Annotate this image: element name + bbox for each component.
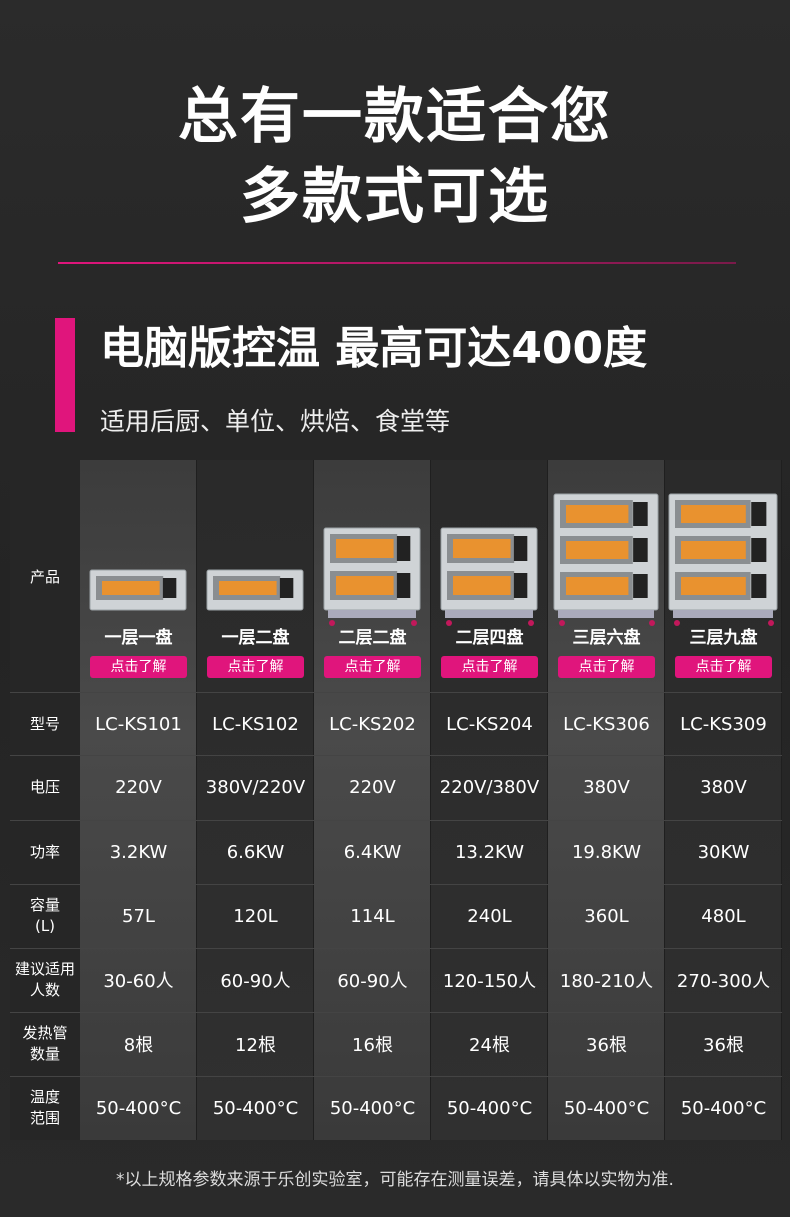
spec-value: LC-KS202 (329, 713, 416, 735)
spec-value: 8根 (123, 1035, 154, 1056)
row-label-line: 功率 (29, 842, 60, 861)
oven-image (206, 569, 303, 611)
row-label: 发热管 数量 (10, 1012, 80, 1076)
title-line: 总有一款适合您 (178, 82, 612, 152)
oven-image (89, 569, 186, 611)
oven-image (553, 493, 658, 626)
spec-value: 24根 (469, 1035, 510, 1056)
spec-value: 36根 (586, 1035, 627, 1056)
row-label: 容量 (L) (10, 884, 80, 948)
spec-value: 13.2KW (454, 841, 525, 863)
spec-value: 50-400°C (95, 1097, 182, 1119)
spec-value: LC-KS101 (95, 713, 182, 735)
row-label: 产品 (29, 567, 60, 586)
spec-value: 36根 (703, 1035, 744, 1056)
spec-value: 50-400°C (680, 1097, 767, 1119)
spec-value: 270-300人 (676, 971, 771, 992)
spec-value: LC-KS204 (446, 713, 533, 735)
row-line (10, 692, 782, 693)
spec-value: 360L (584, 905, 629, 927)
spec-value: 220V (349, 776, 396, 798)
row-label: 温度 范围 (10, 1076, 80, 1140)
row-label: 功率 (10, 820, 80, 884)
row-label-line: 温度 (29, 1088, 60, 1106)
button[interactable]: 点击了解 (675, 656, 772, 678)
product-name: 一层二盘 (221, 628, 290, 648)
row-label-line: 电压 (29, 777, 60, 796)
spec-value: 60-90人 (220, 971, 291, 992)
spec-value: LC-KS309 (680, 713, 767, 735)
spec-value: 30KW (697, 841, 750, 863)
spec-value: 120-150人 (442, 971, 537, 992)
spec-value: 380V (700, 776, 747, 798)
spec-value: LC-KS306 (563, 713, 650, 735)
spec-table: 产品一层一盘点击了解 一层二盘点击了解 二层二盘点击了解 二层四盘点击了解 三层六盘点击… (10, 460, 782, 1140)
subheading: 适用后厨、单位、烘焙、食堂等 (100, 407, 451, 436)
spec-value: 220V (115, 776, 162, 798)
spec-value: 50-400°C (446, 1097, 533, 1119)
spec-value: 16根 (352, 1035, 393, 1056)
row-label-line: 数量 (29, 1045, 60, 1063)
row-label-line: 发热管 (22, 1024, 68, 1042)
button[interactable]: 点击了解 (90, 656, 187, 678)
button[interactable]: 点击了解 (558, 656, 655, 678)
spec-value: 50-400°C (212, 1097, 299, 1119)
oven-image (323, 527, 420, 626)
footnote: *以上规格参数来源于乐创实验室，可能存在测量误差，请具体以实物为准. (116, 1170, 674, 1190)
spec-value: 380V/220V (205, 776, 306, 798)
row-line (10, 948, 782, 949)
oven-image (440, 527, 537, 626)
spec-value: 50-400°C (563, 1097, 650, 1119)
divider (58, 262, 736, 264)
spec-value: 57L (122, 905, 155, 927)
row-label-line: 容量 (29, 896, 60, 914)
row-label-line: 型号 (29, 714, 60, 733)
button[interactable]: 点击了解 (324, 656, 421, 678)
spec-value: 50-400°C (329, 1097, 416, 1119)
spec-value: LC-KS102 (212, 713, 299, 735)
spec-value: 3.2KW (109, 841, 168, 863)
button[interactable]: 点击了解 (441, 656, 538, 678)
product-name: 三层六盘 (572, 628, 641, 648)
spec-value: 120L (233, 905, 278, 927)
oven-image (668, 493, 777, 626)
row-label-line: 人数 (29, 981, 60, 999)
label-column (10, 460, 80, 1140)
spec-value: 220V/380V (439, 776, 540, 798)
button[interactable]: 点击了解 (207, 656, 304, 678)
row-label: 电压 (10, 755, 80, 819)
spec-value: 240L (467, 905, 512, 927)
spec-value: 12根 (235, 1035, 276, 1056)
heading: 电脑版控温 最高可达400度 (100, 323, 648, 374)
spec-value: 180-210人 (559, 971, 654, 992)
row-line (10, 755, 782, 756)
spec-value: 6.4KW (343, 841, 402, 863)
title-line: 多款式可选 (240, 162, 550, 232)
spec-value: 380V (583, 776, 630, 798)
product-name: 三层九盘 (689, 628, 758, 648)
row-label-line: 范围 (29, 1109, 60, 1127)
row-line (10, 820, 782, 821)
spec-value: 114L (350, 905, 395, 927)
product-name: 二层四盘 (455, 628, 524, 648)
spec-value: 19.8KW (571, 841, 642, 863)
row-line (10, 884, 782, 885)
product-name: 二层二盘 (338, 628, 407, 648)
row-label-line: (L) (34, 917, 56, 935)
spec-value: 480L (701, 905, 746, 927)
product-name: 一层一盘 (104, 628, 173, 648)
row-line (10, 1012, 782, 1013)
spec-value: 30-60人 (103, 971, 174, 992)
row-label: 型号 (10, 692, 80, 756)
accent-bar (55, 318, 75, 432)
spec-value: 6.6KW (226, 841, 285, 863)
row-line (10, 1076, 782, 1077)
row-label-line: 建议适用 (14, 960, 75, 978)
spec-value: 60-90人 (337, 971, 408, 992)
row-label: 建议适用 人数 (10, 948, 80, 1012)
